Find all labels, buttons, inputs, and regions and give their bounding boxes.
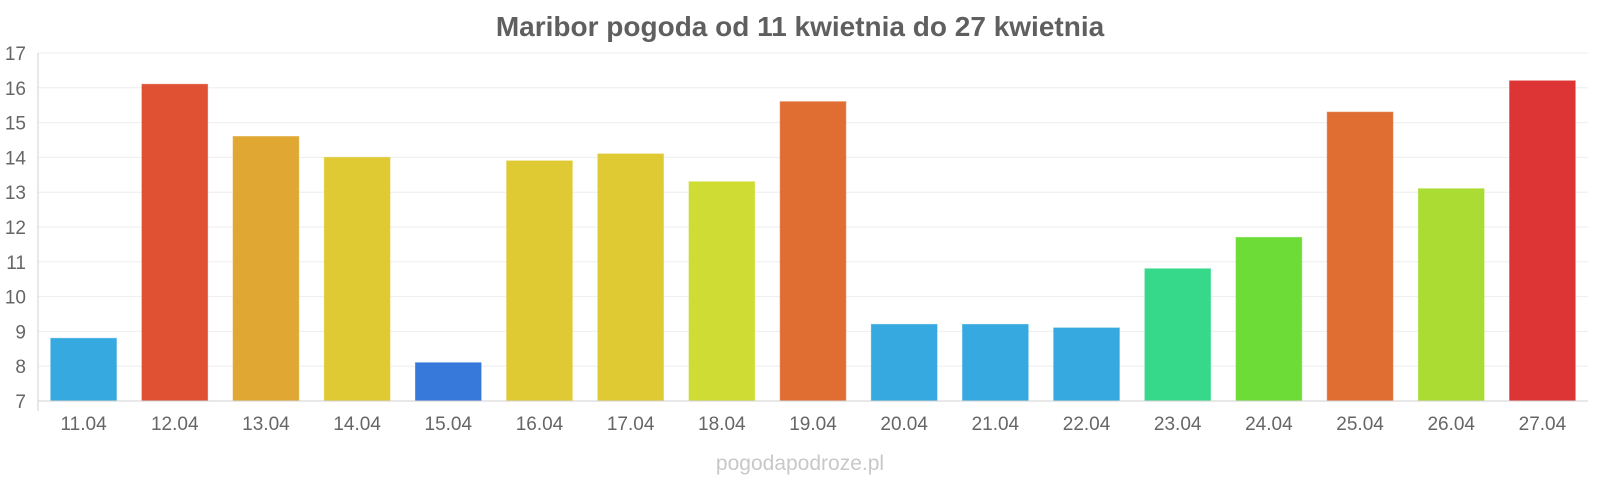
bar-15.04[interactable] [414, 362, 482, 402]
x-tick-label: 21.04 [972, 414, 1020, 435]
bar-27.04[interactable] [1509, 80, 1576, 402]
x-tick-label: 19.04 [789, 414, 837, 435]
y-axis-ticks: 7 8 9 10 11 12 13 14 15 16 17 [5, 44, 27, 413]
bars [50, 80, 1576, 402]
x-tick-label: 23.04 [1154, 414, 1202, 435]
bar-21.04[interactable] [962, 323, 1029, 402]
bar-18.04[interactable] [688, 181, 756, 402]
x-tick-label: 12.04 [151, 414, 199, 435]
x-axis-ticks: 11.04 12.04 13.04 14.04 15.04 16.04 17.04 18.04… [61, 414, 1567, 435]
y-tick-label: 7 [15, 392, 26, 413]
y-tick-label: 15 [5, 114, 26, 135]
x-tick-label: 25.04 [1336, 414, 1384, 435]
x-tick-label: 13.04 [242, 414, 290, 435]
x-tick-label: 11.04 [61, 414, 108, 435]
x-tick-label: 14.04 [333, 414, 381, 435]
bar-20.04[interactable] [870, 323, 938, 402]
y-tick-label: 9 [15, 322, 26, 343]
y-tick-label: 11 [6, 253, 26, 274]
bar-25.04[interactable] [1326, 111, 1394, 402]
bar-11.04[interactable] [50, 337, 117, 402]
y-tick-label: 16 [5, 79, 26, 100]
bar-16.04[interactable] [506, 160, 573, 402]
bar-23.04[interactable] [1144, 268, 1212, 402]
y-tick-label: 17 [5, 44, 26, 65]
x-tick-label: 24.04 [1245, 414, 1293, 435]
y-tick-label: 14 [5, 148, 27, 169]
x-tick-label: 26.04 [1427, 414, 1475, 435]
y-tick-label: 8 [15, 357, 26, 378]
x-tick-label: 15.04 [425, 414, 473, 435]
y-tick-label: 10 [5, 288, 26, 309]
watermark: pogodapodroze.pl [716, 452, 884, 475]
x-tick-label: 18.04 [698, 414, 746, 435]
bar-14.04[interactable] [323, 156, 391, 402]
x-tick-label: 17.04 [607, 414, 655, 435]
bar-19.04[interactable] [779, 101, 847, 402]
bar-22.04[interactable] [1053, 327, 1120, 402]
y-tick-label: 12 [5, 218, 26, 239]
chart-title: Maribor pogoda od 11 kwietnia do 27 kwie… [496, 11, 1105, 42]
x-tick-label: 22.04 [1063, 414, 1111, 435]
bar-12.04[interactable] [141, 83, 209, 402]
x-tick-label: 27.04 [1519, 414, 1567, 435]
bar-24.04[interactable] [1235, 236, 1303, 402]
x-tick-label: 20.04 [880, 414, 928, 435]
x-tick-label: 16.04 [516, 414, 564, 435]
bar-13.04[interactable] [232, 136, 300, 402]
y-tick-label: 13 [5, 183, 26, 204]
bar-26.04[interactable] [1417, 188, 1485, 402]
bar-17.04[interactable] [597, 153, 664, 402]
